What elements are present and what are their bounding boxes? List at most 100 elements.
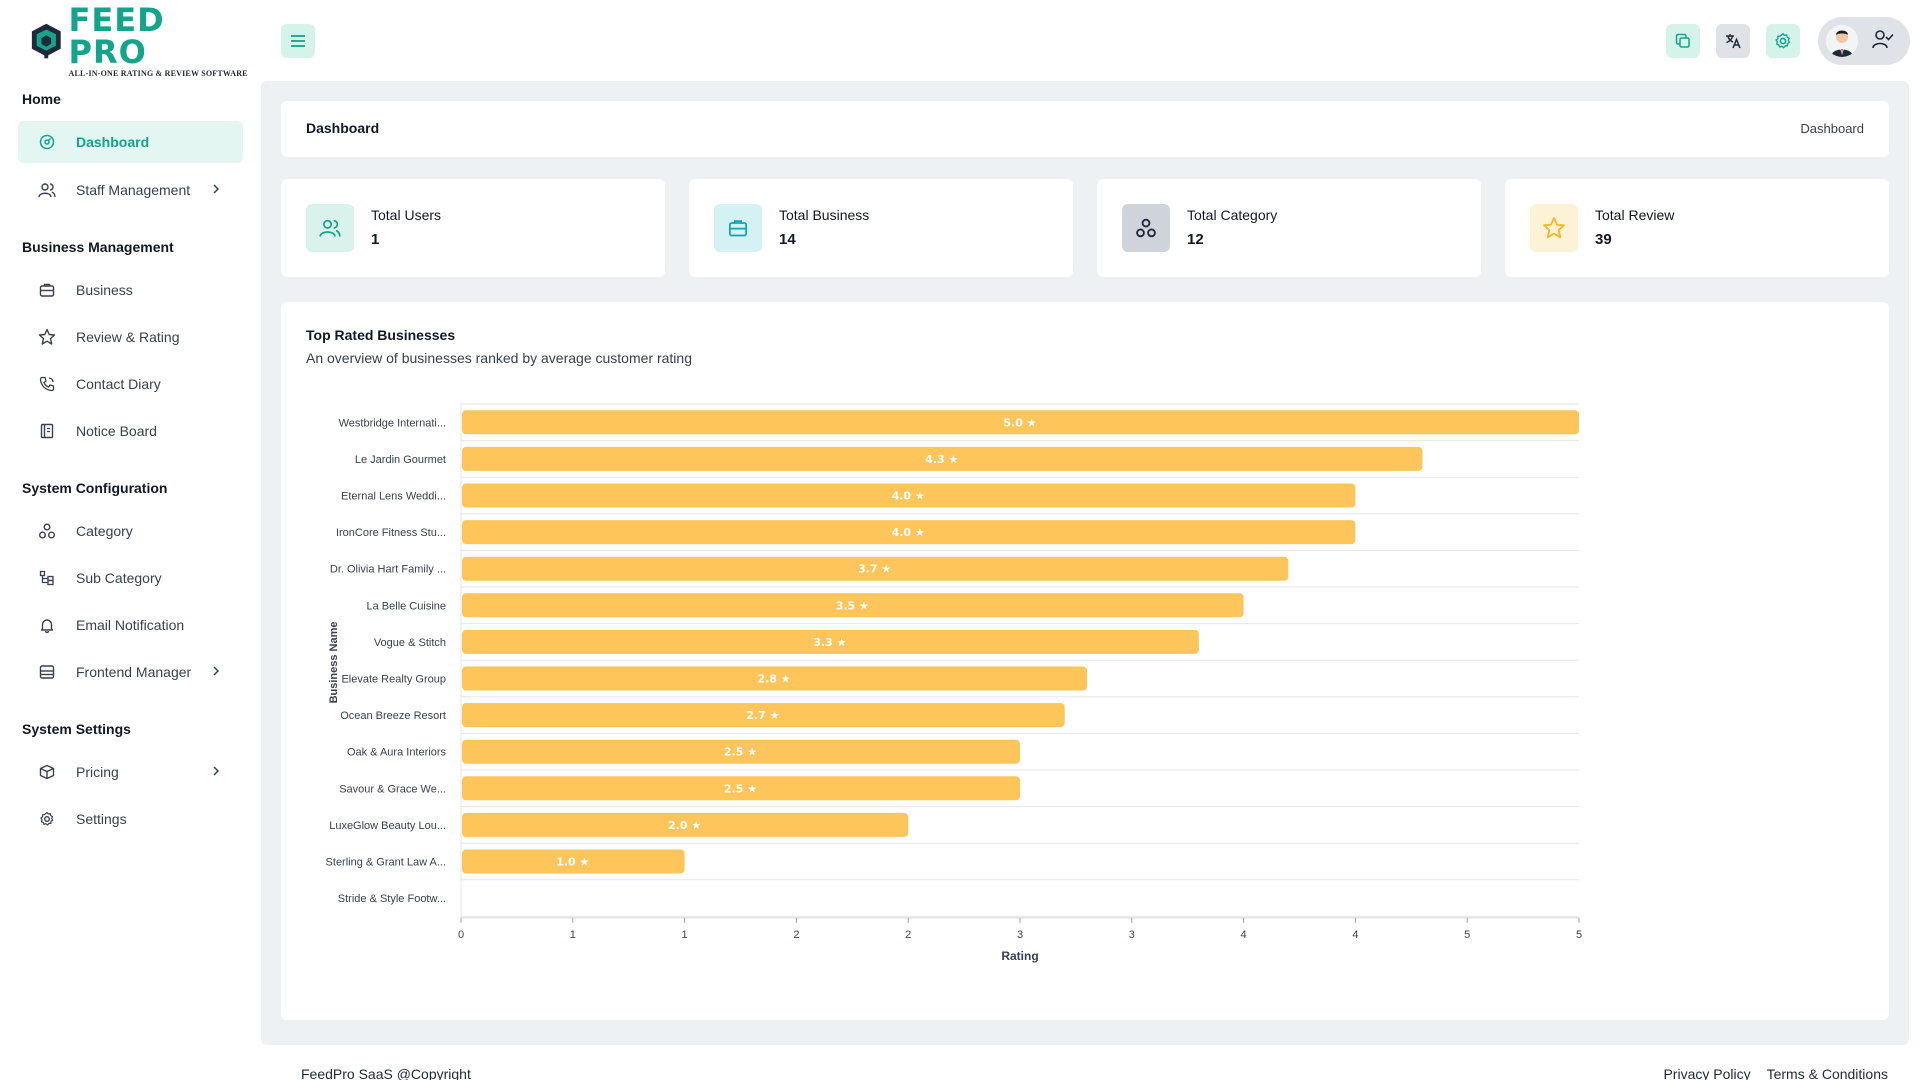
sidebar-item-business[interactable]: Business <box>18 269 243 311</box>
subcategory-icon <box>38 569 56 587</box>
sidebar-item-notice-board[interactable]: Notice Board <box>18 410 243 452</box>
layout-icon <box>38 663 56 681</box>
x-tick-label: 3 <box>1017 929 1023 941</box>
nav-section-system-settings: System Settings <box>22 721 131 737</box>
data-label: 3.7 ★ <box>858 563 891 576</box>
data-label: 2.7 ★ <box>746 709 779 722</box>
sidebar-item-staff-management[interactable]: Staff Management <box>18 169 243 211</box>
stat-card-users[interactable]: Total Users 1 <box>281 179 665 277</box>
stat-label: Total Review <box>1595 207 1675 223</box>
stat-card-review[interactable]: Total Review 39 <box>1505 179 1889 277</box>
chevron-right-icon <box>211 664 221 681</box>
copy-icon <box>1675 33 1690 48</box>
page-header-card: Dashboard Dashboard <box>281 101 1889 157</box>
y-tick-label: Ocean Breeze Resort <box>340 710 446 722</box>
privacy-policy-link[interactable]: Privacy Policy <box>1663 1066 1751 1080</box>
x-axis-label: Rating <box>1001 949 1038 963</box>
data-label: 5.0 ★ <box>1003 416 1036 429</box>
users-icon <box>38 181 56 199</box>
x-tick-label: 4 <box>1352 929 1358 941</box>
bar <box>462 410 1579 435</box>
data-label: 2.0 ★ <box>668 819 701 832</box>
data-label: 2.5 ★ <box>724 746 757 759</box>
gear-icon <box>38 810 56 828</box>
sidebar-item-dashboard[interactable]: Dashboard <box>18 121 243 163</box>
logo-icon <box>31 23 61 59</box>
box-icon <box>38 763 56 781</box>
y-tick-label: Le Jardin Gourmet <box>355 454 446 466</box>
bar <box>462 629 1199 654</box>
x-tick-label: 4 <box>1241 929 1247 941</box>
y-tick-label: La Belle Cuisine <box>367 600 447 612</box>
settings-button[interactable] <box>1766 24 1800 58</box>
briefcase-icon <box>714 204 762 252</box>
x-tick-label: 5 <box>1464 929 1470 941</box>
y-tick-label: Eternal Lens Weddi... <box>341 491 446 503</box>
sidebar-item-label: Email Notification <box>76 617 185 633</box>
data-label: 1.0 ★ <box>556 856 589 869</box>
sidebar-item-label: Settings <box>76 811 127 827</box>
menu-toggle-button[interactable] <box>281 24 315 58</box>
bar <box>462 666 1088 691</box>
y-tick-label: IronCore Fitness Stu... <box>336 527 446 539</box>
brand-logo[interactable]: FEED PRO ALL-IN-ONE RATING & REVIEW SOFT… <box>28 4 248 78</box>
bar <box>462 446 1423 471</box>
bar <box>462 776 1020 801</box>
bar-chart: Westbridge Internati... 5.0 ★ Le Jardin Go… <box>326 403 1582 963</box>
y-axis-label: Business Name <box>328 621 340 703</box>
avatar <box>1826 25 1858 57</box>
y-tick-label: Vogue & Stitch <box>374 637 446 649</box>
y-tick-label: Sterling & Grant Law A... <box>326 857 446 869</box>
bar <box>462 703 1065 728</box>
sidebar-item-contact-diary[interactable]: Contact Diary <box>18 363 243 405</box>
category-icon <box>38 522 56 540</box>
star-icon <box>38 328 56 346</box>
stat-card-category[interactable]: Total Category 12 <box>1097 179 1481 277</box>
y-tick-label: Dr. Olivia Hart Family ... <box>330 564 446 576</box>
sidebar-item-review-rating[interactable]: Review & Rating <box>18 316 243 358</box>
sidebar-item-label: Review & Rating <box>76 329 180 345</box>
bar <box>462 849 685 874</box>
nav-section-home: Home <box>22 91 61 107</box>
hamburger-icon <box>291 35 305 47</box>
breadcrumb[interactable]: Dashboard <box>1800 121 1864 136</box>
sidebar-item-settings[interactable]: Settings <box>18 798 243 840</box>
copy-button[interactable] <box>1666 24 1700 58</box>
y-tick-label: Elevate Realty Group <box>341 674 446 686</box>
user-menu[interactable] <box>1818 17 1910 65</box>
sidebar-item-frontend-manager[interactable]: Frontend Manager <box>18 651 243 693</box>
language-button[interactable] <box>1716 24 1750 58</box>
sidebar-item-pricing[interactable]: Pricing <box>18 751 243 793</box>
sidebar-item-email-notification[interactable]: Email Notification <box>18 604 243 646</box>
nav-section-system-config: System Configuration <box>22 480 168 496</box>
sidebar-item-category[interactable]: Category <box>18 510 243 552</box>
stat-value: 14 <box>779 231 796 248</box>
x-tick-label: 3 <box>1129 929 1135 941</box>
data-label: 4.0 ★ <box>892 526 925 539</box>
data-label: 3.5 ★ <box>836 599 869 612</box>
y-tick-label: Stride & Style Footw... <box>338 893 446 905</box>
terms-link[interactable]: Terms & Conditions <box>1766 1066 1888 1080</box>
stat-label: Total Category <box>1187 207 1278 223</box>
gear-icon <box>1775 33 1791 49</box>
x-tick-label: 0 <box>458 929 464 941</box>
translate-icon <box>1726 34 1741 49</box>
star-icon <box>1530 204 1578 252</box>
bar <box>462 556 1289 581</box>
x-tick-label: 1 <box>682 929 688 941</box>
brand-title-b: PRO <box>68 33 147 71</box>
sidebar-item-sub-category[interactable]: Sub Category <box>18 557 243 599</box>
notice-icon <box>38 422 56 440</box>
dashboard-icon <box>38 133 56 151</box>
bar <box>462 520 1356 545</box>
sidebar-item-label: Sub Category <box>76 570 162 586</box>
bar <box>462 812 909 837</box>
sidebar-item-label: Pricing <box>76 764 119 780</box>
data-label: 4.0 ★ <box>892 490 925 503</box>
sidebar-item-label: Staff Management <box>76 182 191 198</box>
bell-icon <box>38 616 56 634</box>
phone-icon <box>38 375 56 393</box>
chevron-right-icon <box>211 764 221 781</box>
sidebar-item-label: Business <box>76 282 133 298</box>
stat-card-business[interactable]: Total Business 14 <box>689 179 1073 277</box>
